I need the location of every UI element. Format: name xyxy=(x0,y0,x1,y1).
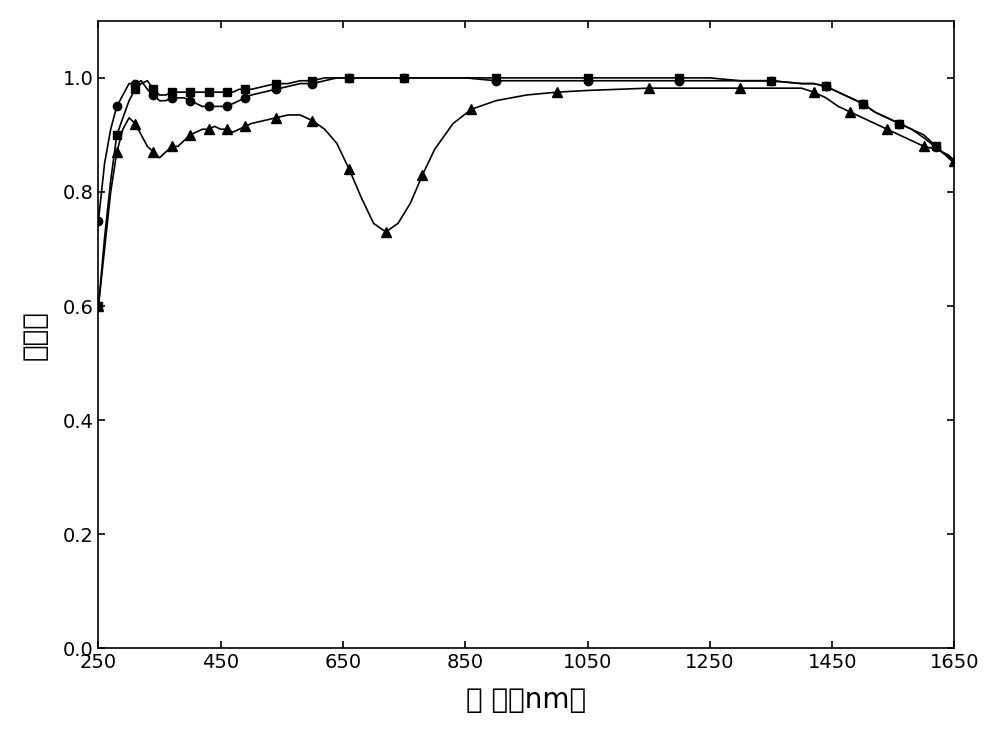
Y-axis label: 吸收率: 吸收率 xyxy=(21,309,49,359)
X-axis label: 波 长（nm）: 波 长（nm） xyxy=(466,686,586,714)
